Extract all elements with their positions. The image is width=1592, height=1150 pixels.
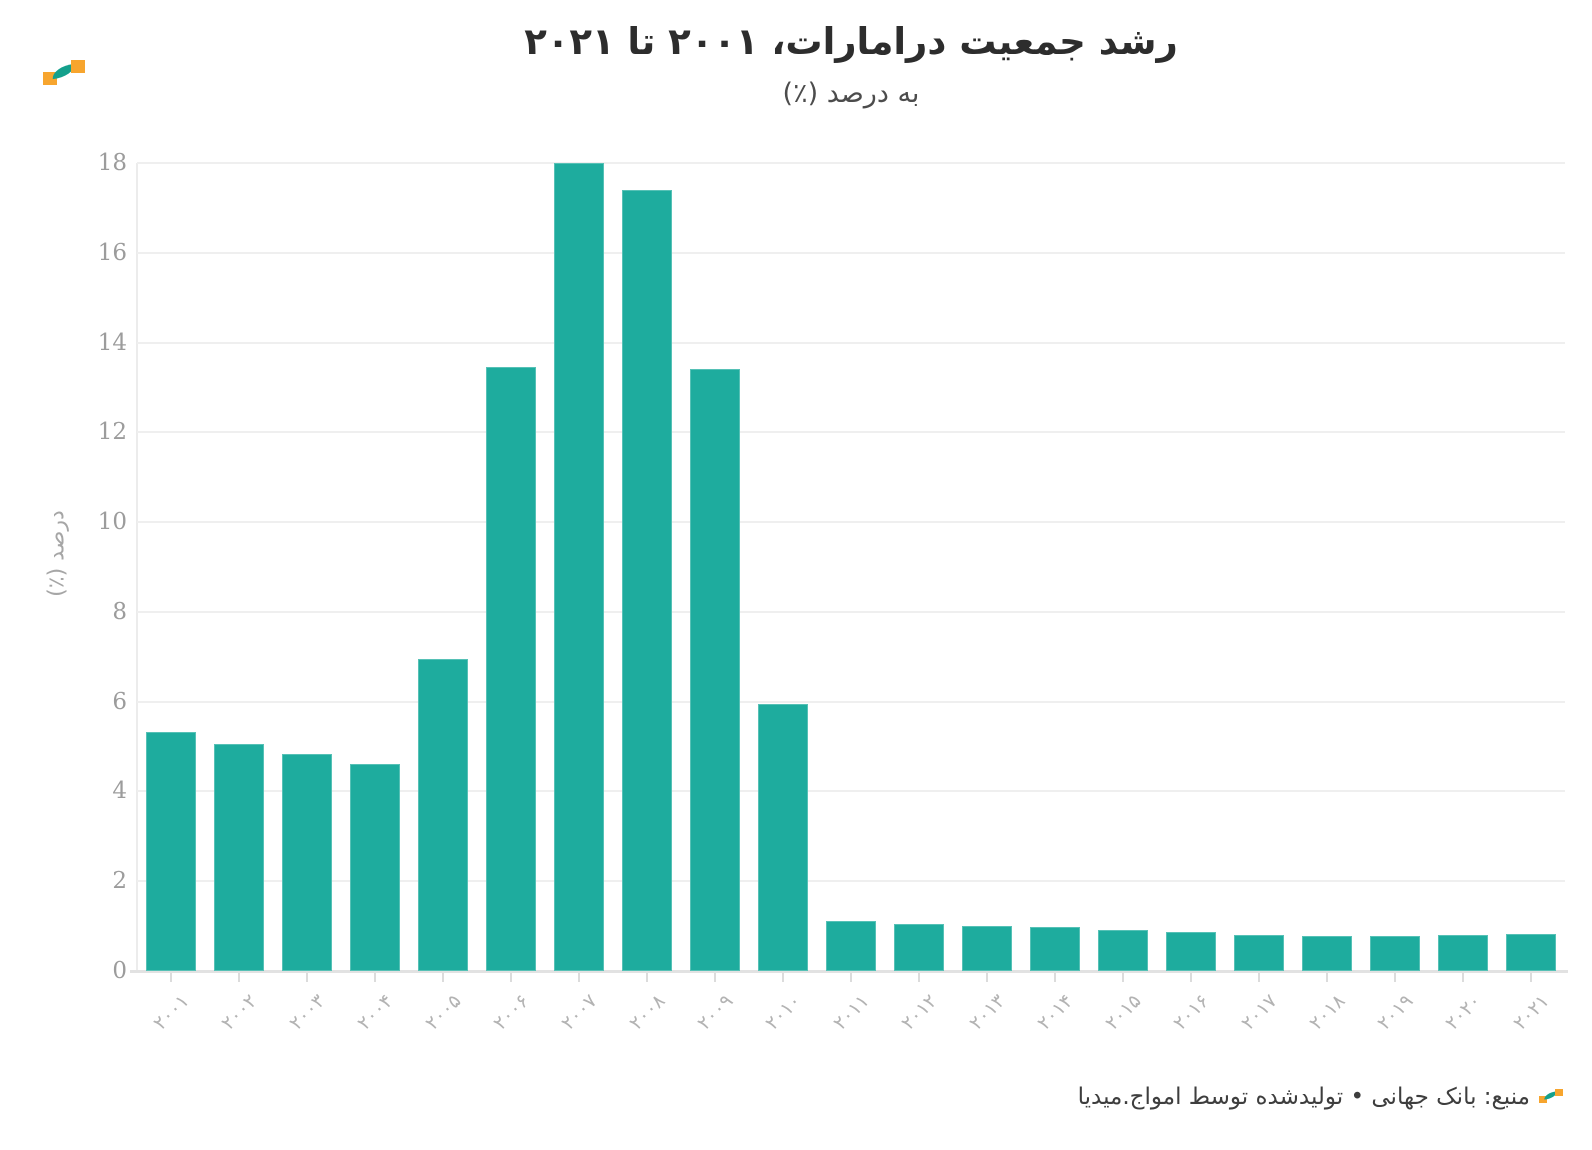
x-tick-2017: [1258, 973, 1260, 982]
bar-2001[interactable]: [146, 731, 196, 971]
x-tick-2019: [1394, 973, 1396, 982]
x-tick-label-2002: ۲۰۰۲: [217, 990, 262, 1035]
x-tick-label-2005: ۲۰۰۵: [421, 990, 466, 1035]
bar-2013[interactable]: [962, 925, 1012, 971]
bar-2008[interactable]: [622, 190, 672, 971]
bar-2005[interactable]: [418, 659, 468, 971]
y-tick-label-18: 18: [97, 150, 127, 176]
logo-orange-square-right: [1555, 1089, 1563, 1096]
bar-2004[interactable]: [350, 763, 400, 971]
y-tick-label-6: 6: [112, 688, 127, 715]
bar-2017[interactable]: [1234, 934, 1284, 971]
x-tick-label-2021: ۲۰۲۱: [1509, 990, 1554, 1035]
x-tick-label-2001: ۲۰۰۱: [149, 990, 194, 1035]
x-tick-2005: [442, 973, 444, 982]
x-tick-2018: [1326, 973, 1328, 982]
logo-orange-square-right: [71, 60, 85, 73]
x-tick-label-2016: ۲۰۱۶: [1169, 990, 1214, 1035]
bar-2012[interactable]: [894, 924, 944, 971]
x-tick-label-2011: ۲۰۱۱: [829, 990, 874, 1035]
x-tick-2008: [646, 973, 648, 982]
logo-orange-square-left: [1539, 1096, 1547, 1103]
gridline-y-8: [137, 610, 1565, 613]
bar-2011[interactable]: [826, 921, 876, 971]
x-tick-label-2012: ۲۰۱۲: [897, 990, 942, 1035]
gridline-y-4: [137, 790, 1565, 793]
y-tick-label-10: 10: [97, 509, 127, 536]
x-tick-label-2017: ۲۰۱۷: [1237, 990, 1282, 1035]
gridline-y-16: [137, 251, 1565, 254]
x-tick-label-2019: ۲۰۱۹: [1373, 990, 1418, 1035]
bar-2002[interactable]: [214, 743, 264, 971]
x-tick-2002: [238, 973, 240, 982]
amwaj-media-logo-icon[interactable]: [40, 56, 88, 94]
x-tick-2020: [1462, 973, 1464, 982]
x-tick-2006: [510, 973, 512, 982]
x-tick-label-2008: ۲۰۰۸: [625, 990, 670, 1035]
amwaj-media-footer-logo-icon[interactable]: [1539, 1087, 1565, 1107]
gridline-y-18: [137, 162, 1565, 164]
x-tick-2013: [986, 973, 988, 982]
bar-2016[interactable]: [1166, 932, 1216, 971]
y-tick-label-0: 0: [112, 958, 127, 984]
x-tick-2012: [918, 973, 920, 982]
x-tick-2015: [1122, 973, 1124, 982]
x-tick-label-2015: ۲۰۱۵: [1101, 990, 1146, 1035]
gridline-y-14: [137, 341, 1565, 344]
x-tick-2004: [374, 973, 376, 982]
x-axis-baseline: [130, 970, 1568, 973]
y-tick-label-4: 4: [112, 778, 127, 805]
bar-2019[interactable]: [1370, 935, 1420, 971]
x-tick-label-2014: ۲۰۱۴: [1033, 990, 1078, 1035]
x-tick-2001: [170, 973, 172, 982]
bar-2018[interactable]: [1302, 935, 1352, 971]
bar-2015[interactable]: [1098, 929, 1148, 971]
x-tick-label-2007: ۲۰۰۷: [557, 990, 602, 1035]
gridline-y-12: [137, 431, 1565, 434]
x-tick-label-2004: ۲۰۰۴: [353, 990, 398, 1035]
x-tick-2014: [1054, 973, 1056, 982]
x-tick-label-2003: ۲۰۰۳: [285, 990, 330, 1035]
x-tick-2003: [306, 973, 308, 982]
source-attribution-text: منبع: بانک جهانی • تولیدشده توسط امواج.م…: [1077, 1084, 1530, 1110]
attribution-footer: منبع: بانک جهانی • تولیدشده توسط امواج.م…: [1078, 1080, 1565, 1114]
y-tick-label-2: 2: [112, 868, 127, 895]
x-tick-label-2006: ۲۰۰۶: [489, 990, 534, 1035]
x-tick-label-2010: ۲۰۱۰: [761, 990, 806, 1035]
x-tick-2011: [850, 973, 852, 982]
bar-2010[interactable]: [758, 704, 808, 971]
y-tick-label-12: 12: [97, 419, 127, 446]
x-tick-label-2009: ۲۰۰۹: [693, 990, 738, 1035]
y-tick-label-8: 8: [112, 598, 127, 625]
x-tick-2021: [1530, 973, 1532, 982]
bar-2003[interactable]: [282, 754, 332, 971]
x-tick-label-2018: ۲۰۱۸: [1305, 990, 1350, 1035]
bar-2009[interactable]: [690, 369, 740, 971]
bar-2020[interactable]: [1438, 934, 1488, 971]
gridline-y-10: [137, 521, 1565, 524]
gridline-y-2: [137, 880, 1565, 883]
bar-2006[interactable]: [486, 366, 536, 971]
bar-2014[interactable]: [1030, 927, 1080, 971]
y-tick-label-16: 16: [97, 239, 127, 266]
gridline-y-6: [137, 700, 1565, 703]
bar-2007[interactable]: [554, 163, 604, 971]
x-tick-label-2020: ۲۰۲۰: [1441, 990, 1486, 1035]
x-tick-2007: [578, 973, 580, 982]
x-tick-label-2013: ۲۰۱۳: [965, 990, 1010, 1035]
y-tick-label-14: 14: [97, 329, 127, 356]
x-tick-2009: [714, 973, 716, 982]
y-axis-line: [136, 163, 138, 971]
x-tick-2010: [782, 973, 784, 982]
x-tick-2016: [1190, 973, 1192, 982]
bar-2021[interactable]: [1506, 933, 1556, 971]
chart-subtitle: به درصد (٪): [782, 78, 920, 109]
chart-title: رشد جمعیت درامارات، ۲۰۰۱ تا ۲۰۲۱: [524, 20, 1178, 63]
